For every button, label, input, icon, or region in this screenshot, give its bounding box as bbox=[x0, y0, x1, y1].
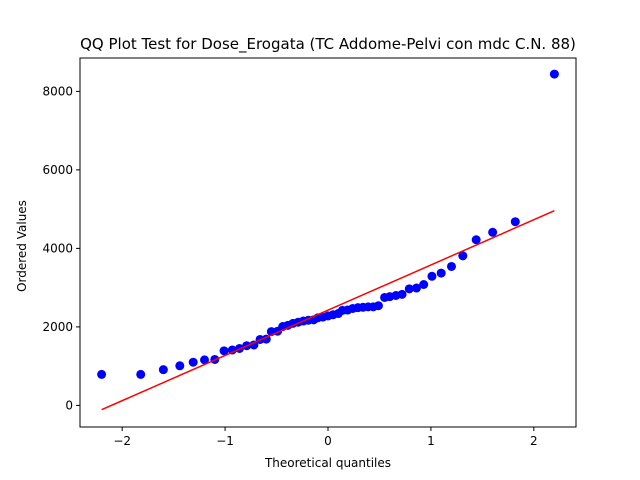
data-point bbox=[200, 355, 210, 365]
x-tick-label: 1 bbox=[427, 434, 435, 448]
plot-area bbox=[97, 69, 559, 411]
data-point bbox=[188, 357, 198, 367]
data-point bbox=[158, 365, 168, 375]
y-tick-label: 4000 bbox=[42, 241, 73, 255]
data-point bbox=[411, 283, 421, 293]
y-tick-label: 8000 bbox=[42, 84, 73, 98]
data-point bbox=[436, 268, 446, 278]
x-tick-label: −2 bbox=[113, 434, 131, 448]
data-point bbox=[97, 369, 107, 379]
data-point bbox=[219, 346, 229, 356]
data-point bbox=[175, 361, 185, 371]
data-point bbox=[136, 369, 146, 379]
data-point bbox=[397, 289, 407, 299]
x-tick-label: 0 bbox=[324, 434, 332, 448]
x-axis-label: Theoretical quantiles bbox=[264, 456, 391, 470]
data-point bbox=[227, 345, 237, 355]
chart-title: QQ Plot Test for Dose_Erogata (TC Addome… bbox=[80, 35, 576, 54]
data-point bbox=[419, 280, 429, 290]
data-point bbox=[427, 271, 437, 281]
y-axis-label: Ordered Values bbox=[15, 200, 29, 292]
x-tick-label: −1 bbox=[216, 434, 234, 448]
data-point bbox=[549, 69, 559, 79]
data-point bbox=[488, 227, 498, 237]
y-tick-label: 0 bbox=[65, 398, 73, 412]
x-tick-label: 2 bbox=[530, 434, 538, 448]
data-point bbox=[373, 301, 383, 311]
y-tick-label: 6000 bbox=[42, 163, 73, 177]
data-point bbox=[458, 251, 468, 261]
fit-line bbox=[101, 210, 555, 411]
axes: −2 −1 0 1 2 0 2000 4000 6000 8000 bbox=[42, 57, 577, 448]
data-point bbox=[446, 261, 456, 271]
data-point bbox=[471, 235, 481, 245]
y-tick-label: 2000 bbox=[42, 320, 73, 334]
data-point bbox=[404, 284, 414, 294]
data-point bbox=[249, 340, 259, 350]
data-point bbox=[510, 217, 520, 227]
